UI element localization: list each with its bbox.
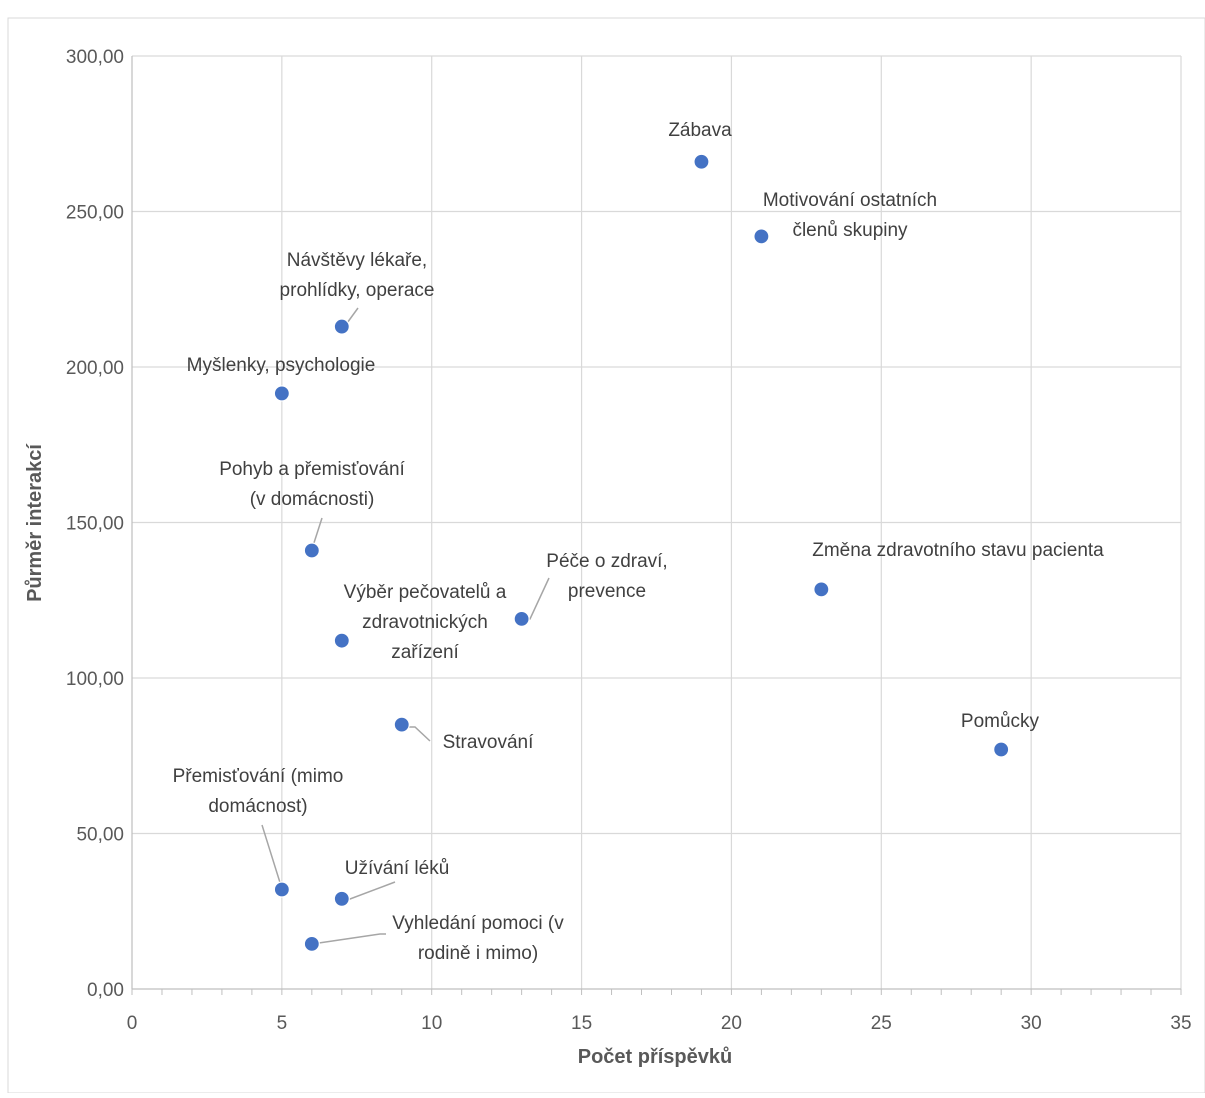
data-label: prevence [568,581,646,602]
data-label: prohlídky, operace [280,280,435,301]
data-label: Myšlenky, psychologie [187,355,376,376]
x-tick-label: 30 [1021,1013,1042,1034]
data-label: Přemisťování (mimo [173,766,344,787]
data-label: rodině i mimo) [418,943,538,964]
scatter-point [333,890,350,907]
data-label: Stravování [443,732,535,753]
x-axis-title: Počet příspěvků [578,1046,733,1068]
data-label: Pomůcky [961,711,1040,732]
data-label: (v domácnosti) [250,489,375,510]
y-tick-label: 150,00 [66,514,124,535]
scatter-point [303,935,320,953]
data-label: domácnost) [208,796,307,817]
label-leader-line [341,881,396,903]
axes: 0 5 10 15 20 25 30 35 0,00 50,00 100,00 150,00 200,0… [66,47,1192,1034]
data-label: členů skupiny [792,220,908,241]
scatter-point [993,741,1010,758]
y-tick-label: 100,00 [66,669,124,690]
scatter-point [393,716,410,733]
data-label: Vyhledání pomoci (v [392,913,564,934]
data-label: Péče o zdraví, [546,551,667,572]
scatter-point [513,610,530,628]
x-tick-label: 35 [1170,1013,1191,1034]
scatter-point [273,881,290,898]
data-label: Užívání léků [345,858,450,879]
y-tick-label: 200,00 [66,358,124,379]
data-label: Změna zdravotního stavu pacienta [812,540,1104,561]
data-label: zařízení [391,642,459,663]
leader-lines [261,307,550,945]
y-axis-title: Půrměr interakcí [24,443,46,602]
x-tick-label: 25 [871,1013,892,1034]
scatter-point [273,385,290,402]
x-tick-label: 10 [421,1013,442,1034]
label-leader-line [311,933,386,945]
y-tick-label: 250,00 [66,203,124,224]
x-tick-label: 20 [721,1013,742,1034]
x-tick-label: 5 [277,1013,288,1034]
data-label: Zábava [668,120,732,141]
x-tick-label: 15 [571,1013,592,1034]
data-label: Výběr pečovatelů a [344,582,507,603]
chart-area-border [7,17,1205,1094]
data-label: Pohyb a přemisťování [219,459,405,480]
scatter-point [303,542,320,559]
gridlines [132,55,1182,989]
scatter-point [693,153,710,170]
scatter-point [813,581,830,598]
y-tick-label: 0,00 [87,980,124,1001]
data-label: Návštěvy lékaře, [287,250,427,271]
scatter-point [753,228,770,245]
data-points [273,153,1010,953]
data-labels: Zábava Motivování ostatních členů skupiny N… [173,120,1105,964]
scatter-point [333,632,350,649]
data-label: zdravotnických [362,612,488,633]
label-leader-line [261,824,283,890]
scatter-point [333,318,350,335]
x-tick-label: 0 [127,1013,138,1034]
data-label: Motivování ostatních [763,190,937,211]
y-tick-label: 50,00 [76,825,124,846]
y-tick-label: 300,00 [66,47,124,68]
